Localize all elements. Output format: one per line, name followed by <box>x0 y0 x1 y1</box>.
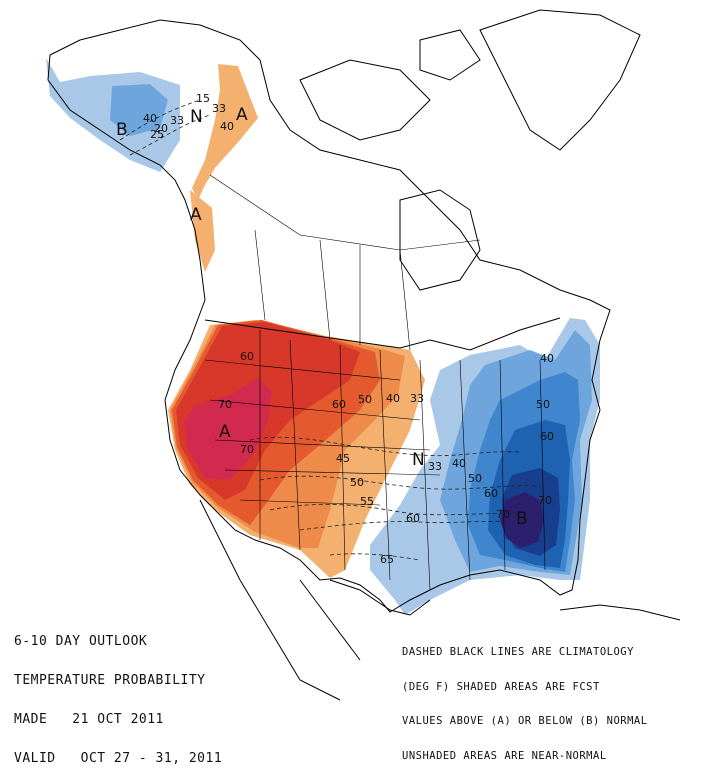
pnw-above-33-area <box>190 190 215 272</box>
legend-line-3: VALUES ABOVE (A) OR BELOW (B) NORMAL <box>402 715 648 727</box>
climatology-line-alaska <box>119 99 211 156</box>
canada-us-border <box>204 317 561 351</box>
climatology-line-45 <box>249 436 521 457</box>
clim-65-label: 65 <box>380 553 394 566</box>
alaska-above-33-area <box>192 64 258 200</box>
east-40-label: 40 <box>452 457 466 470</box>
clim-50-label: 50 <box>350 476 364 489</box>
west-a-label: A <box>219 422 231 442</box>
temperature-outlook-map: B N A 40 33 15 20 25 33 40 A A 60 70 70 … <box>46 9 681 701</box>
title-line-2: TEMPERATURE PROBABILITY <box>14 673 206 688</box>
legend-line-2: (DEG F) SHADED AREAS ARE FCST <box>402 680 600 693</box>
plains-40-label: 40 <box>386 392 400 405</box>
legend-line-1: DASHED BLACK LINES ARE CLIMATOLOGY <box>402 646 634 658</box>
alaska-15-label: 15 <box>196 92 210 105</box>
state-province-lines <box>204 174 546 591</box>
alaska-below-40-area <box>110 84 168 136</box>
east-70b-label: 70 <box>538 494 552 507</box>
title-line-3: MADE 21 OCT 2011 <box>14 712 164 727</box>
east-70-label: 70 <box>496 508 510 521</box>
plains-33-label: 33 <box>410 392 424 405</box>
outlook-title-block: 6-10 DAY OUTLOOK TEMPERATURE PROBABILITY… <box>14 609 222 778</box>
east-60b-label: 60 <box>540 430 554 443</box>
east-33-label: 33 <box>428 460 442 473</box>
east-n-label: N <box>412 450 425 470</box>
north-america-outline <box>47 19 611 613</box>
state-lines <box>204 330 546 591</box>
alaska-20-label: 20 <box>154 122 168 135</box>
legend-note-block: DASHED BLACK LINES ARE CLIMATOLOGY (DEG … <box>402 624 648 774</box>
gulf-coast <box>329 579 431 616</box>
east-below-80-area <box>500 492 544 548</box>
title-line-4: VALID OCT 27 - 31, 2011 <box>14 751 223 766</box>
alaska-33-label: 33 <box>170 114 184 127</box>
plains-60-label: 60 <box>332 398 346 411</box>
clim-45-label: 45 <box>336 452 350 465</box>
arctic-islands <box>299 29 481 141</box>
west-70-label: 70 <box>218 398 232 411</box>
alaska-40-label: 40 <box>143 112 157 125</box>
alaska-40b-label: 40 <box>220 120 234 133</box>
province-lines <box>209 174 481 351</box>
greenland <box>479 9 641 151</box>
alaska-n-label: N <box>190 107 203 127</box>
legend-line-4: UNSHADED AREAS ARE NEAR-NORMAL <box>402 749 607 762</box>
east-50b-label: 50 <box>536 398 550 411</box>
climatology-lines <box>119 99 541 561</box>
clim-60-label: 60 <box>406 512 420 525</box>
climatology-line-65 <box>329 553 421 561</box>
east-b-label: B <box>516 509 528 529</box>
mexico <box>199 499 361 701</box>
clim-55-label: 55 <box>360 495 374 508</box>
west-60-label: 60 <box>240 350 254 363</box>
alaska-b-label: B <box>116 120 128 140</box>
west-70b-label: 70 <box>240 443 254 456</box>
east-60-label: 60 <box>484 487 498 500</box>
pnw-a-label: A <box>190 205 202 225</box>
climatology-line-60 <box>299 521 511 531</box>
east-40b-label: 40 <box>540 352 554 365</box>
alaska-a-label: A <box>236 105 248 125</box>
east-50-label: 50 <box>468 472 482 485</box>
caribbean <box>559 604 681 621</box>
climatology-line-55 <box>269 503 521 516</box>
plains-50-label: 50 <box>358 393 372 406</box>
alaska-33b-label: 33 <box>212 102 226 115</box>
west-above-70-area <box>184 378 272 480</box>
title-line-1: 6-10 DAY OUTLOOK <box>14 634 148 649</box>
alaska-25-label: 25 <box>150 128 164 141</box>
hudson-bay <box>399 189 481 291</box>
coastlines <box>47 9 681 701</box>
